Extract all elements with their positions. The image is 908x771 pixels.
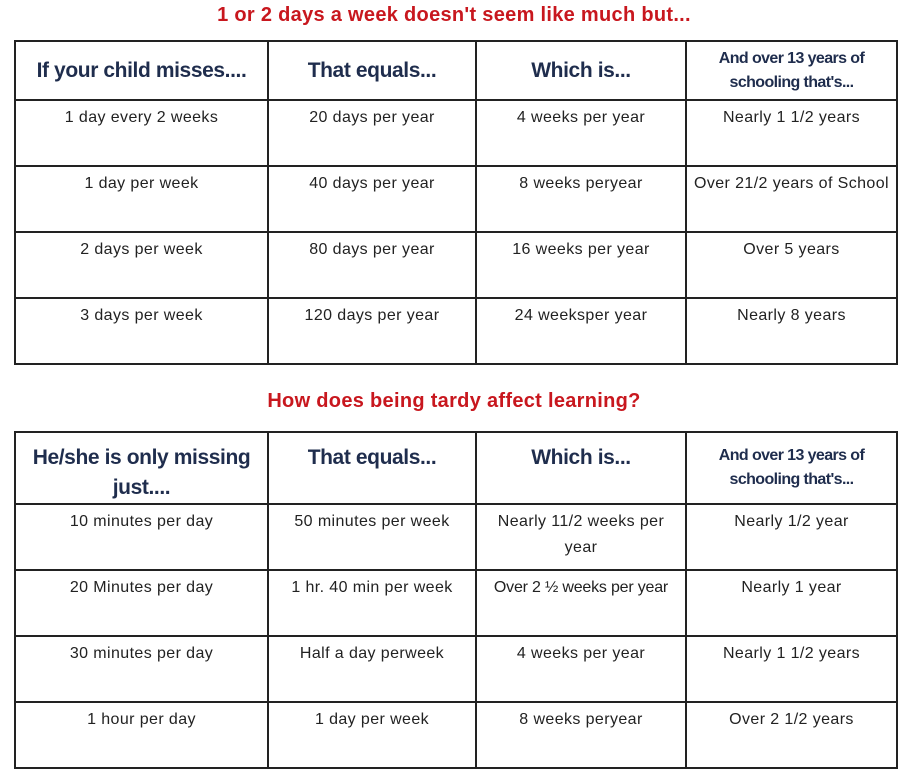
table-cell: 1 day per week [267, 701, 477, 769]
table-cell: Half a day perweek [267, 635, 477, 703]
tardy-table: He/she is only missing just.... That equ… [14, 431, 898, 769]
table-cell: 8 weeks peryear [475, 165, 687, 233]
table-cell: 24 weeksper year [475, 297, 687, 365]
table-row: 3 days per week 120 days per year 24 wee… [14, 297, 898, 365]
table-cell: 20 Minutes per day [14, 569, 269, 637]
header-over-13-years: And over 13 years of schooling that's... [685, 40, 898, 101]
header-child-misses: If your child misses.... [14, 40, 269, 101]
table-cell: 30 minutes per day [14, 635, 269, 703]
table-cell: Nearly 1 year [685, 569, 898, 637]
table-cell: 1 day per week [14, 165, 269, 233]
table-cell: 3 days per week [14, 297, 269, 365]
table-cell: 1 day every 2 weeks [14, 99, 269, 167]
table-cell: 10 minutes per day [14, 503, 269, 571]
table-cell: Over 21/2 years of School [685, 165, 898, 233]
table-cell: 16 weeks per year [475, 231, 687, 299]
table-cell: 20 days per year [267, 99, 477, 167]
header-which-is: Which is... [475, 431, 687, 505]
absence-table: If your child misses.... That equals... … [14, 40, 898, 365]
tardy-table-header-row: He/she is only missing just.... That equ… [14, 431, 898, 505]
table-cell: 80 days per year [267, 231, 477, 299]
table-cell: 4 weeks per year [475, 635, 687, 703]
table-cell: Nearly 1 1/2 years [685, 635, 898, 703]
table-cell: 40 days per year [267, 165, 477, 233]
header-that-equals: That equals... [267, 40, 477, 101]
header-which-is: Which is... [475, 40, 687, 101]
table-cell: Nearly 1 1/2 years [685, 99, 898, 167]
header-only-missing: He/she is only missing just.... [14, 431, 269, 505]
table-cell: Over 5 years [685, 231, 898, 299]
table-cell: Over 2 1/2 years [685, 701, 898, 769]
table-cell: 4 weeks per year [475, 99, 687, 167]
table-row: 20 Minutes per day 1 hr. 40 min per week… [14, 569, 898, 637]
table-cell: Over 2 ½ weeks per year [475, 569, 687, 637]
table-cell: 8 weeks peryear [475, 701, 687, 769]
absence-section-title: 1 or 2 days a week doesn't seem like muc… [217, 4, 691, 26]
table-cell: 1 hr. 40 min per week [267, 569, 477, 637]
header-that-equals: That equals... [267, 431, 477, 505]
absence-table-header-row: If your child misses.... That equals... … [14, 40, 898, 101]
table-cell: 2 days per week [14, 231, 269, 299]
tardy-section-title: How does being tardy affect learning? [267, 390, 641, 412]
table-cell: 1 hour per day [14, 701, 269, 769]
table-row: 30 minutes per day Half a day perweek 4 … [14, 635, 898, 703]
table-row: 1 day every 2 weeks 20 days per year 4 w… [14, 99, 898, 167]
table-row: 10 minutes per day 50 minutes per week N… [14, 503, 898, 571]
table-cell: Nearly 1/2 year [685, 503, 898, 571]
header-over-13-years: And over 13 years of schooling that's... [685, 431, 898, 505]
table-cell: 120 days per year [267, 297, 477, 365]
table-cell: Nearly 11/2 weeks per year [475, 503, 687, 571]
table-row: 1 day per week 40 days per year 8 weeks … [14, 165, 898, 233]
table-row: 2 days per week 80 days per year 16 week… [14, 231, 898, 299]
table-cell: 50 minutes per week [267, 503, 477, 571]
table-row: 1 hour per day 1 day per week 8 weeks pe… [14, 701, 898, 769]
table-cell: Nearly 8 years [685, 297, 898, 365]
